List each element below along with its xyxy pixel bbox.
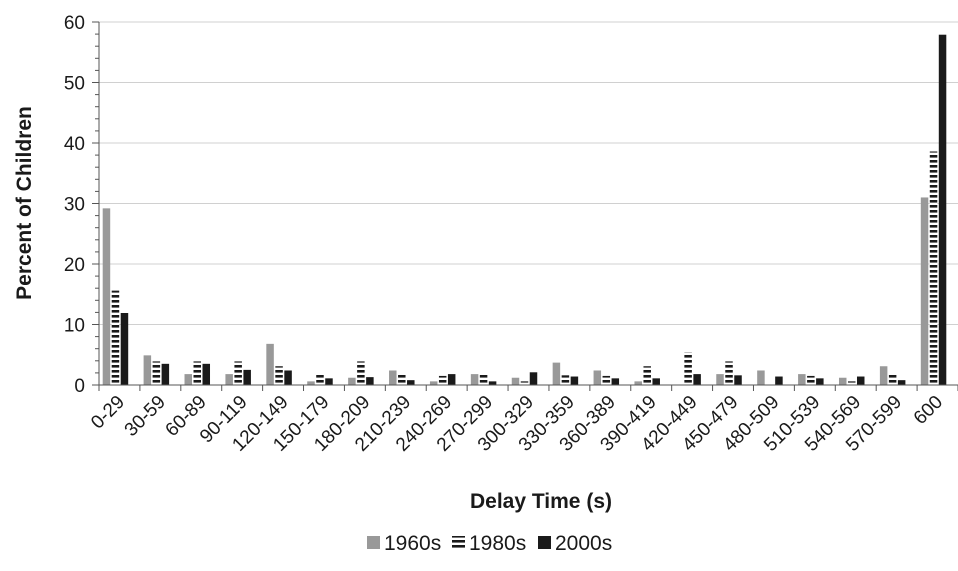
bar-1960s-390-419 bbox=[634, 381, 642, 385]
bar-1960s-240-269 bbox=[429, 381, 438, 385]
legend-item-1980s: 1980s bbox=[452, 532, 526, 555]
bar-1980s-30-59 bbox=[152, 361, 161, 385]
bar-1980s-0-29 bbox=[111, 290, 120, 385]
bar-2000s-390-419 bbox=[652, 378, 660, 385]
bar-1960s-60-89 bbox=[184, 374, 193, 385]
bar-1960s-330-359 bbox=[552, 362, 561, 385]
bar-1980s-330-359 bbox=[561, 375, 570, 385]
legend-label: 1980s bbox=[469, 532, 526, 555]
bar-1960s-510-539 bbox=[798, 374, 806, 385]
x-axis-title: Delay Time (s) bbox=[470, 490, 612, 513]
bar-1980s-120-149 bbox=[275, 366, 283, 385]
bars bbox=[102, 34, 947, 386]
y-tick-label: 0 bbox=[74, 376, 85, 397]
bar-2000s-240-269 bbox=[447, 374, 456, 385]
legend-swatch bbox=[367, 536, 380, 549]
bar-1980s-90-119 bbox=[234, 361, 242, 385]
y-tick-label: 30 bbox=[64, 195, 85, 216]
bar-1960s-0-29 bbox=[102, 208, 111, 385]
bar-1980s-270-299 bbox=[479, 374, 488, 385]
bar-1960s-540-569 bbox=[838, 377, 847, 385]
bar-1960s-450-479 bbox=[716, 374, 724, 385]
axes bbox=[92, 21, 958, 391]
bar-1960s-600 bbox=[920, 197, 929, 385]
bar-1980s-570-599 bbox=[888, 374, 897, 385]
bar-1980s-600 bbox=[929, 151, 938, 385]
bar-2000s-510-539 bbox=[816, 378, 824, 385]
y-axis-title: Percent of Children bbox=[13, 106, 36, 300]
bar-2000s-30-59 bbox=[161, 363, 170, 385]
bar-2000s-330-359 bbox=[570, 376, 579, 385]
bar-2000s-60-89 bbox=[202, 363, 211, 385]
bar-2000s-480-509 bbox=[775, 376, 783, 385]
bar-1980s-390-419 bbox=[643, 366, 651, 385]
bar-2000s-360-389 bbox=[611, 378, 620, 385]
bar-2000s-270-299 bbox=[488, 381, 497, 385]
bar-1960s-150-179 bbox=[307, 381, 315, 385]
bar-1960s-360-389 bbox=[593, 370, 602, 385]
bar-1960s-480-509 bbox=[757, 370, 765, 385]
bar-1960s-180-209 bbox=[348, 377, 356, 385]
gridlines bbox=[99, 21, 958, 325]
bar-1980s-510-539 bbox=[807, 375, 815, 385]
legend-swatch bbox=[538, 536, 551, 549]
y-tick-labels: 0 10 20 30 40 50 60 bbox=[64, 13, 85, 397]
bar-1980s-180-209 bbox=[357, 361, 365, 385]
bar-1980s-450-479 bbox=[725, 361, 733, 385]
bar-1980s-360-389 bbox=[602, 375, 611, 385]
y-tick-label: 40 bbox=[64, 134, 85, 155]
x-tick-label: 600 bbox=[910, 392, 947, 429]
bar-2000s-450-479 bbox=[734, 375, 742, 385]
bar-2000s-180-209 bbox=[366, 377, 374, 385]
bar-1960s-90-119 bbox=[225, 374, 233, 385]
y-tick-label: 50 bbox=[64, 74, 85, 95]
bar-1980s-300-329 bbox=[520, 381, 529, 385]
bar-2000s-0-29 bbox=[120, 313, 129, 385]
x-tick-labels: 0-2930-5960-8990-119120-149150-179180-20… bbox=[87, 392, 947, 456]
bar-1980s-150-179 bbox=[316, 374, 324, 385]
bar-2000s-90-119 bbox=[243, 369, 251, 385]
bar-2000s-570-599 bbox=[897, 380, 906, 385]
legend-swatch bbox=[452, 536, 465, 549]
bar-2000s-300-329 bbox=[529, 372, 538, 385]
x-tick-label: 30-59 bbox=[121, 392, 170, 441]
bar-1980s-240-269 bbox=[438, 375, 447, 385]
bar-1960s-270-299 bbox=[470, 374, 479, 385]
legend-label: 1960s bbox=[384, 532, 441, 555]
bar-2000s-150-179 bbox=[325, 378, 333, 385]
bar-2000s-210-239 bbox=[407, 380, 415, 385]
legend-label: 2000s bbox=[555, 532, 612, 555]
legend-item-2000s: 2000s bbox=[538, 532, 612, 555]
legend: 1960s 1980s 2000s bbox=[367, 532, 612, 555]
y-tick-label: 10 bbox=[64, 316, 85, 337]
bar-1960s-120-149 bbox=[266, 343, 274, 385]
legend-item-1960s: 1960s bbox=[367, 532, 441, 555]
bar-1980s-420-449 bbox=[684, 352, 692, 385]
y-tick-label: 60 bbox=[64, 13, 85, 34]
bar-1960s-210-239 bbox=[389, 370, 397, 385]
bar-2000s-120-149 bbox=[284, 370, 292, 385]
bar-2000s-600 bbox=[938, 34, 947, 386]
bar-1960s-300-329 bbox=[511, 377, 520, 385]
bar-2000s-540-569 bbox=[856, 376, 865, 385]
bar-1960s-30-59 bbox=[143, 355, 152, 385]
bar-2000s-420-449 bbox=[693, 374, 701, 385]
bar-1980s-210-239 bbox=[398, 374, 406, 385]
y-tick-label: 20 bbox=[64, 255, 85, 276]
bar-1980s-60-89 bbox=[193, 361, 202, 385]
bar-1980s-540-569 bbox=[847, 381, 856, 385]
bar-1960s-570-599 bbox=[879, 366, 888, 385]
